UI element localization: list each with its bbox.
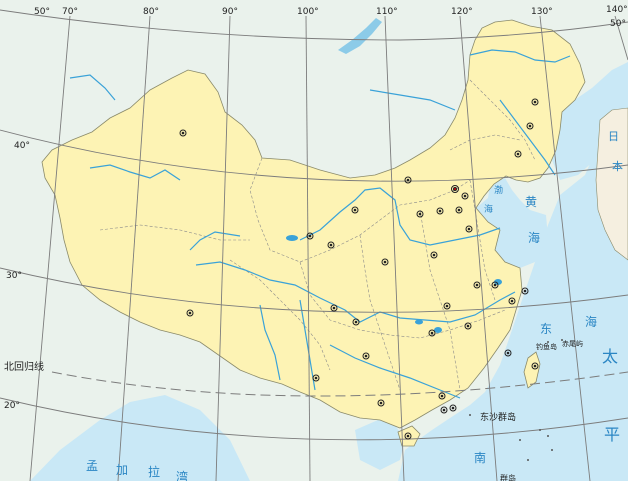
city-marker: [186, 309, 194, 317]
city-marker: [526, 122, 534, 130]
island-label: 东沙群岛: [480, 411, 516, 423]
island-labels: 钓鱼岛 赤尾屿 东沙群岛 群岛: [480, 339, 583, 481]
city-marker: [461, 192, 469, 200]
city-marker: [404, 432, 412, 440]
city-marker: [514, 150, 522, 158]
sea-label: 加: [116, 463, 128, 477]
china-landmass: [41, 19, 586, 429]
city-marker: [455, 206, 463, 214]
city-marker: [438, 392, 446, 400]
tropic-label: 北回归线: [4, 360, 44, 373]
lon-label: 80°: [143, 7, 159, 17]
sea-label: 南: [474, 450, 486, 465]
city-marker: [531, 98, 539, 106]
lat-label: 40°: [14, 141, 30, 151]
sea-label: 太: [602, 347, 618, 366]
lat-label: 50°: [610, 19, 626, 29]
japan-landmass: [595, 107, 628, 261]
qinghai-lake: [286, 235, 298, 241]
country-label: 日: [608, 130, 619, 143]
taihu-lake: [494, 279, 502, 285]
longitude-labels: 50° 70° 80° 90° 100° 110° 120° 130° 140°…: [34, 5, 628, 29]
lon-label: 140°: [606, 5, 628, 15]
lon-label: 120°: [451, 7, 473, 17]
city-marker: [416, 210, 424, 218]
sea-label: 渤: [494, 184, 503, 196]
sea-label: 平: [604, 425, 620, 444]
sea-label: 孟: [86, 459, 98, 473]
island-label: 赤尾屿: [562, 339, 583, 348]
city-marker: [491, 281, 499, 289]
graticule-meridians: [29, 15, 628, 481]
city-marker: [312, 374, 320, 382]
lon-label: 110°: [376, 7, 398, 17]
city-marker: [443, 302, 451, 310]
city-marker: [430, 251, 438, 259]
city-marker: [521, 287, 529, 295]
dongting-lake: [415, 319, 423, 325]
sea-label: 海: [585, 314, 597, 329]
island-label: 钓鱼岛: [536, 342, 557, 351]
sea-label: 拉: [148, 464, 160, 479]
lat-label: 20°: [4, 401, 20, 411]
city-marker: [362, 352, 370, 360]
lon-label: 50°: [34, 7, 50, 17]
baikal-lake: [338, 18, 382, 54]
city-marker: [330, 304, 338, 312]
city-marker: [352, 318, 360, 326]
latitude-labels: 40° 30° 20°: [4, 141, 30, 411]
japan-sea: [552, 62, 628, 180]
lon-label: 100°: [297, 7, 319, 17]
city-marker: [449, 404, 457, 412]
sea-label: 湾: [176, 469, 188, 481]
lon-label: 130°: [531, 7, 553, 17]
lon-label: 70°: [62, 7, 78, 17]
sea-labels: 渤 海 黄 海 东 海 南 太 平 日 本 孟 加 拉 湾: [86, 130, 623, 481]
sea-label: 海: [528, 230, 540, 245]
city-marker: [327, 241, 335, 249]
city-markers: [179, 98, 539, 440]
city-marker: [351, 206, 359, 214]
city-marker: [179, 129, 187, 137]
city-marker: [464, 322, 472, 330]
rivers: [69, 49, 571, 399]
city-marker: [473, 281, 481, 289]
pacific-sea-area: [398, 100, 628, 481]
lon-label: 90°: [222, 7, 238, 17]
sea-label: 黄: [525, 195, 537, 209]
city-marker: [508, 297, 516, 305]
sea-label: 海: [484, 203, 493, 215]
graticule-parallels: [0, 9, 628, 441]
taiwan-island: [523, 351, 541, 389]
city-marker: [428, 329, 436, 337]
city-marker: [440, 406, 448, 414]
city-marker: [306, 232, 314, 240]
lat-label: 30°: [6, 271, 22, 281]
gulf-tonkin: [355, 420, 405, 470]
city-marker: [436, 207, 444, 215]
city-marker: [404, 176, 412, 184]
capital-marker: [451, 185, 459, 193]
poyang-lake: [434, 327, 442, 333]
city-marker: [381, 258, 389, 266]
bay-of-bengal: [30, 395, 250, 481]
city-marker: [504, 349, 512, 357]
island-label: 群岛: [500, 473, 516, 481]
sea-label: 东: [540, 322, 552, 336]
city-marker: [465, 225, 473, 233]
bohai-yellow-sea: [476, 178, 548, 268]
city-marker: [377, 399, 385, 407]
tropic-of-cancer-line: [51, 371, 628, 397]
country-label: 本: [612, 159, 623, 173]
small-islands: [469, 339, 563, 461]
city-marker: [531, 362, 539, 370]
